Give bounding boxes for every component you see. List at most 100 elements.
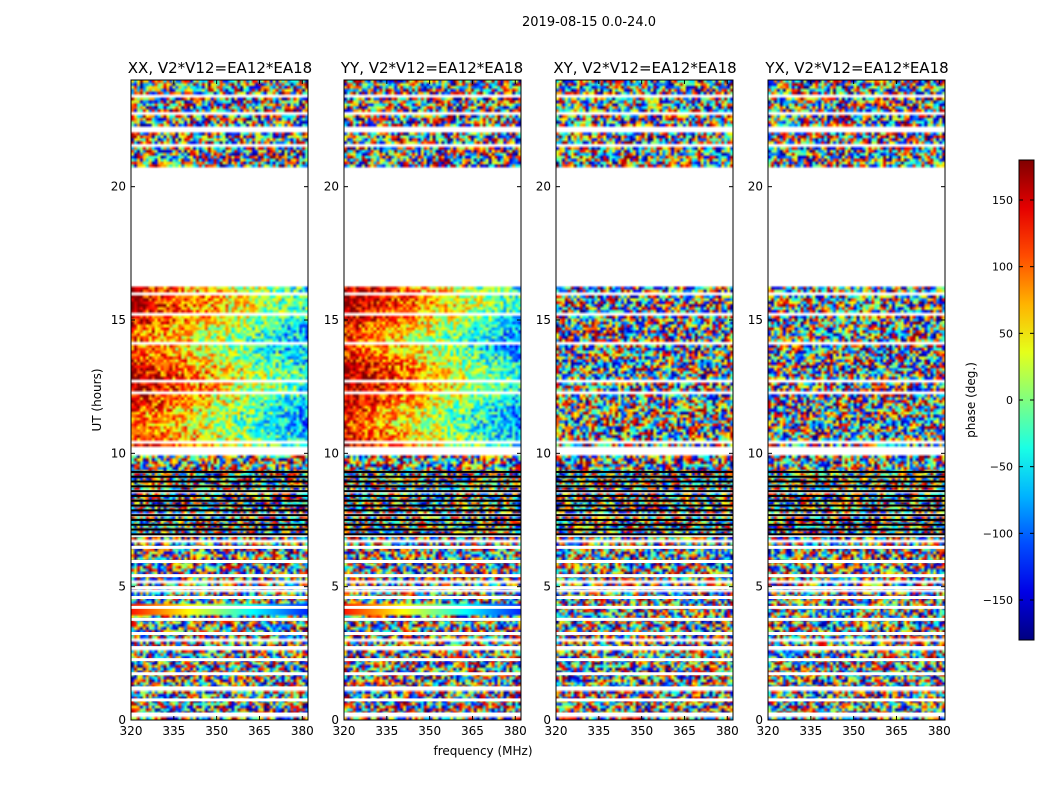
flag-line bbox=[344, 480, 521, 483]
flag-line bbox=[344, 518, 521, 521]
x-tick-label: 335 bbox=[799, 724, 822, 738]
x-tick-label: 320 bbox=[120, 724, 143, 738]
flag-line bbox=[556, 514, 733, 517]
flag-line bbox=[768, 490, 945, 493]
colorbar-tick-label: 0 bbox=[1006, 394, 1013, 407]
x-tick-label: 380 bbox=[928, 724, 951, 738]
flag-line bbox=[768, 504, 945, 507]
flag-line bbox=[344, 658, 521, 662]
y-tick-label: 10 bbox=[748, 446, 763, 460]
flag-line bbox=[344, 475, 521, 478]
y-tick-label: 15 bbox=[111, 313, 126, 327]
flag-line bbox=[556, 480, 733, 483]
flag-line bbox=[131, 686, 308, 690]
y-tick-label: 5 bbox=[331, 580, 339, 594]
flag-line bbox=[344, 545, 521, 549]
flag-line bbox=[344, 523, 521, 526]
flag-line bbox=[556, 475, 733, 478]
x-axis-label: frequency (MHz) bbox=[433, 744, 532, 758]
flag-line bbox=[556, 658, 733, 662]
flag-line bbox=[344, 686, 521, 690]
flag-line bbox=[131, 596, 308, 599]
y-tick-label: 5 bbox=[118, 580, 126, 594]
flag-line bbox=[768, 528, 945, 531]
flag-line bbox=[556, 672, 733, 676]
y-tick-label: 0 bbox=[118, 713, 126, 727]
flag-line bbox=[344, 712, 521, 716]
x-tick-label: 350 bbox=[630, 724, 653, 738]
flag-line bbox=[768, 523, 945, 526]
y-tick-label: 10 bbox=[111, 446, 126, 460]
colorbar-tick-label: −150 bbox=[983, 594, 1013, 607]
flag-line bbox=[131, 533, 308, 537]
y-tick-label: 20 bbox=[748, 180, 763, 194]
flag-line bbox=[131, 514, 308, 517]
flag-line bbox=[131, 658, 308, 662]
flag-line bbox=[768, 494, 945, 497]
flag-line bbox=[131, 712, 308, 716]
flag-line bbox=[768, 712, 945, 716]
flag-line bbox=[556, 533, 733, 537]
x-tick-label: 365 bbox=[248, 724, 271, 738]
panel-xx: XX, V2*V12=EA12*EA18 0 5 10 15 20 320 335 350 36… bbox=[111, 59, 314, 738]
flag-line bbox=[131, 672, 308, 676]
flag-line bbox=[768, 686, 945, 690]
flag-line bbox=[556, 686, 733, 690]
flag-line bbox=[344, 504, 521, 507]
flag-line bbox=[344, 509, 521, 512]
flag-line bbox=[556, 485, 733, 488]
y-tick-label: 10 bbox=[324, 446, 339, 460]
axes-frame bbox=[343, 79, 522, 721]
flag-line bbox=[768, 499, 945, 502]
phase-heatmap-image bbox=[768, 80, 945, 720]
flag-line bbox=[768, 672, 945, 676]
flag-line bbox=[768, 470, 945, 473]
flag-line bbox=[768, 509, 945, 512]
flag-line bbox=[131, 545, 308, 549]
flag-line bbox=[556, 617, 733, 621]
flag-line bbox=[131, 605, 308, 609]
x-tick-label: 365 bbox=[673, 724, 696, 738]
colorbar-label: phase (deg.) bbox=[964, 362, 978, 438]
flag-line bbox=[556, 490, 733, 493]
y-tick-label: 20 bbox=[536, 180, 551, 194]
flag-line bbox=[131, 470, 308, 473]
flag-line bbox=[131, 480, 308, 483]
flag-line bbox=[556, 545, 733, 549]
panel-yy-plot-area: 0 5 10 15 20 320 335 350 365 380 bbox=[324, 79, 527, 738]
flag-line bbox=[556, 596, 733, 599]
flag-line bbox=[556, 698, 733, 702]
flag-line bbox=[556, 499, 733, 502]
flag-line bbox=[131, 523, 308, 526]
panel-xx-plot-area: 0 5 10 15 20 320 335 350 365 380 bbox=[111, 79, 314, 738]
colorbar-tick-label: 100 bbox=[992, 261, 1013, 274]
flag-line bbox=[768, 480, 945, 483]
x-tick-label: 380 bbox=[716, 724, 739, 738]
y-tick-label: 10 bbox=[536, 446, 551, 460]
figure-suptitle: 2019-08-15 0.0-24.0 bbox=[522, 15, 656, 30]
flag-line bbox=[768, 518, 945, 521]
flag-line bbox=[344, 646, 521, 650]
flag-line bbox=[768, 514, 945, 517]
x-tick-label: 350 bbox=[418, 724, 441, 738]
y-tick-label: 0 bbox=[543, 713, 551, 727]
y-tick-label: 20 bbox=[111, 180, 126, 194]
flag-line bbox=[131, 533, 308, 536]
flag-line bbox=[344, 605, 521, 609]
flag-line bbox=[768, 475, 945, 478]
flag-line bbox=[131, 560, 308, 563]
y-tick-label: 15 bbox=[748, 313, 763, 327]
y-tick-label: 15 bbox=[324, 313, 339, 327]
flag-line bbox=[556, 586, 733, 590]
flag-line bbox=[344, 528, 521, 531]
flag-line bbox=[344, 617, 521, 621]
x-tick-label: 335 bbox=[375, 724, 398, 738]
flag-line bbox=[131, 574, 308, 578]
y-tick-label: 5 bbox=[755, 580, 763, 594]
flag-line bbox=[768, 560, 945, 563]
flag-line bbox=[344, 574, 521, 578]
panel-xy-title: XY, V2*V12=EA12*EA18 bbox=[553, 59, 736, 77]
flag-line bbox=[556, 504, 733, 507]
y-tick-label: 5 bbox=[543, 580, 551, 594]
colorbar-tick-label: −100 bbox=[983, 527, 1013, 540]
